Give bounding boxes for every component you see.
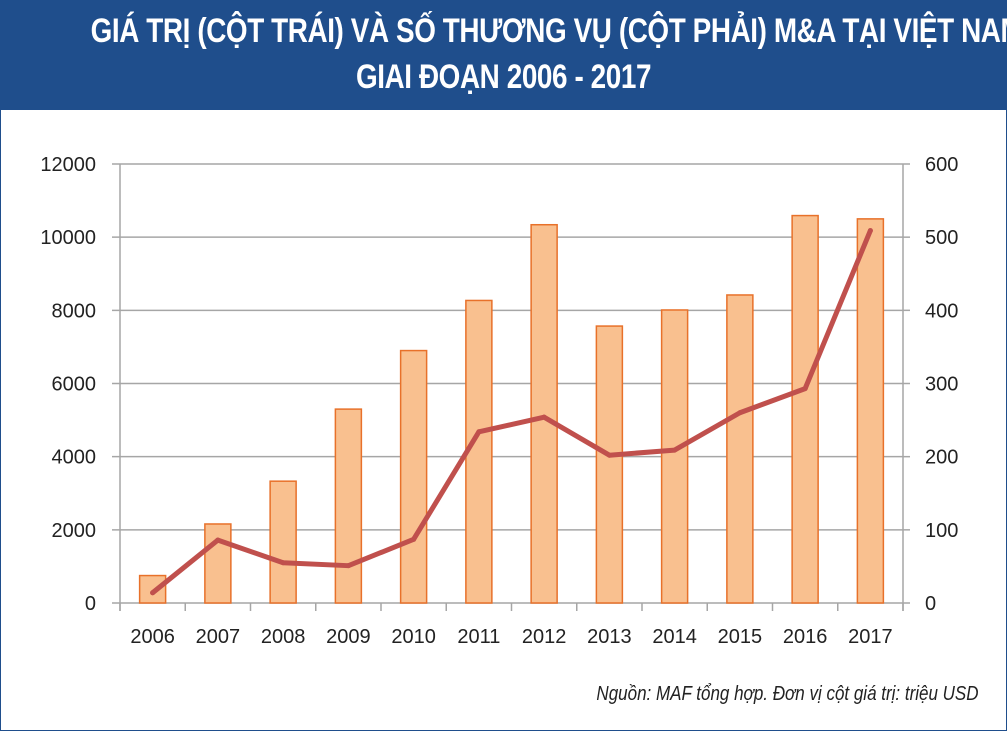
- bar-2016: [791, 214, 819, 604]
- x-tick-label: 2017: [848, 626, 893, 648]
- bar-2008: [269, 480, 297, 604]
- deals-point-2014: [672, 447, 678, 453]
- x-tick-label: 2016: [783, 626, 828, 648]
- x-tick-label: 2012: [522, 626, 567, 648]
- y-right-tick-label: 0: [925, 593, 936, 615]
- source-note: Nguồn: MAF tổng hợp. Đơn vị cột giá trị:…: [596, 683, 979, 705]
- deals-point-2011: [476, 429, 482, 435]
- y-left-tick-label: 2000: [52, 520, 97, 542]
- deals-point-2008: [280, 560, 286, 566]
- deals-line: [150, 228, 873, 596]
- deals-point-2017: [867, 228, 873, 234]
- bar-2017: [856, 218, 885, 604]
- x-tick-label: 2015: [718, 626, 763, 648]
- chart-title-line2: GIAI ĐOẠN 2006 - 2017: [355, 58, 652, 96]
- x-tick-label: 2013: [587, 626, 632, 648]
- bar-2014: [660, 309, 689, 604]
- x-tick-label: 2010: [391, 626, 436, 648]
- y-right-tick-label: 500: [925, 227, 958, 249]
- y-right-tick-label: 600: [925, 154, 958, 176]
- bar-2007: [204, 523, 232, 604]
- bar-2006: [138, 574, 167, 604]
- y-left-tick-label: 6000: [52, 374, 97, 396]
- y-right-tick-label: 200: [925, 447, 958, 469]
- deals-point-2007: [215, 537, 221, 543]
- x-tick-label: 2014: [652, 626, 697, 648]
- y-left-tick-label: 12000: [40, 154, 96, 176]
- bar-2013: [595, 325, 624, 604]
- deals-point-2009: [345, 563, 351, 569]
- x-tick-label: 2008: [261, 626, 306, 648]
- bar-2012: [530, 223, 558, 604]
- deals-point-2006: [150, 590, 156, 596]
- bar-2015: [726, 294, 754, 604]
- chart-title-banner: GIÁ TRỊ (CỘT TRÁI) VÀ SỐ THƯƠNG VỤ (CỘT …: [0, 0, 1007, 110]
- y-left-tick-label: 10000: [40, 227, 96, 249]
- y-right-tick-label: 100: [925, 520, 958, 542]
- bar-2011: [465, 299, 493, 604]
- deals-point-2016: [802, 386, 808, 392]
- deals-point-2012: [541, 414, 547, 420]
- bar-2010: [399, 349, 428, 604]
- x-tick-label: 2011: [457, 626, 500, 648]
- x-tick-label: 2006: [130, 626, 175, 648]
- y-left-tick-label: 8000: [52, 300, 97, 322]
- deals-point-2010: [411, 536, 417, 542]
- chart-title-line1: GIÁ TRỊ (CỘT TRÁI) VÀ SỐ THƯƠNG VỤ (CỘT …: [90, 12, 1007, 50]
- deals-point-2013: [606, 452, 612, 458]
- y-right-tick-label: 400: [925, 300, 958, 322]
- deals-point-2015: [737, 410, 743, 416]
- y-left-tick-label: 4000: [52, 447, 97, 469]
- y-right-tick-label: 300: [925, 374, 958, 396]
- x-tick-label: 2007: [196, 626, 241, 648]
- bar-2009: [334, 408, 363, 604]
- x-tick-label: 2009: [326, 626, 371, 648]
- y-left-tick-label: 0: [85, 593, 96, 615]
